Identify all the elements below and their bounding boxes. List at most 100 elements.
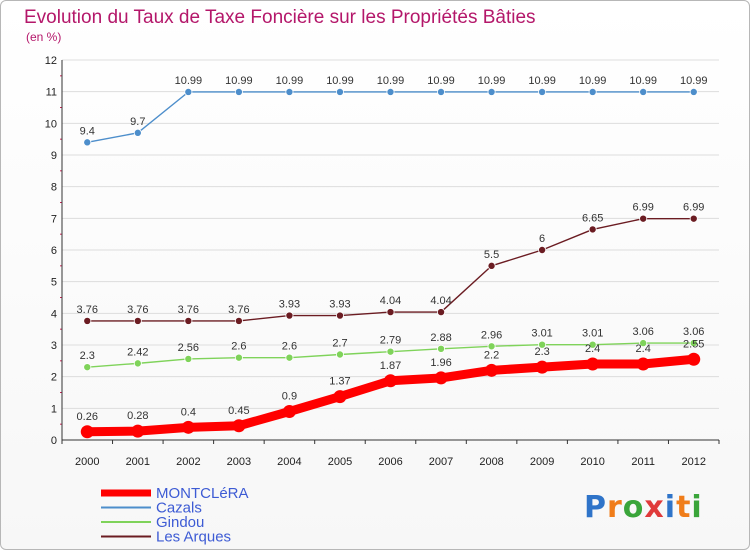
data-label: 0.28 (127, 410, 148, 422)
data-point (285, 87, 294, 96)
data-point (639, 87, 648, 96)
data-point (588, 225, 597, 234)
data-label: 2.4 (636, 343, 651, 355)
series-Cazals: 9.4 9.7 10.99 10.99 10.99 10.99 10.99 10.99 10.9… (80, 75, 707, 147)
data-label: 2.79 (380, 335, 401, 347)
legend-label: Cazals (156, 500, 202, 517)
logo-letter: x (644, 490, 665, 525)
data-point (234, 316, 243, 325)
legend-item: Gindou (101, 514, 204, 531)
x-tick-label: 2003 (227, 456, 251, 468)
data-label: 1.37 (329, 376, 350, 388)
data-label: 10.99 (276, 75, 304, 87)
legend-label: MONTCLéRA (156, 485, 249, 502)
data-point (487, 342, 496, 351)
data-point (285, 311, 294, 320)
series-Gindou: 2.3 2.42 2.56 2.6 2.6 2.7 2.79 2.88 2.96 3.01 3.01… (80, 326, 704, 372)
data-point (232, 419, 246, 433)
y-tick-label: 11 (46, 87, 57, 99)
data-label: 3.93 (279, 299, 300, 311)
x-tick-label: 2007 (429, 456, 453, 468)
data-point (639, 339, 648, 348)
legend-item: Cazals (101, 500, 202, 517)
data-point (538, 87, 547, 96)
y-tick-label: 9 (51, 150, 57, 162)
x-tick-label: 2001 (126, 456, 150, 468)
data-point (485, 363, 499, 377)
data-point (335, 311, 344, 320)
data-label: 9.7 (130, 116, 145, 128)
x-tick-label: 2000 (75, 456, 99, 468)
data-label: 2.96 (481, 329, 502, 341)
data-point (184, 87, 193, 96)
data-label: 0.45 (228, 405, 249, 417)
data-point (588, 340, 597, 349)
proxiti-logo: Proxiti (584, 490, 703, 525)
data-point (437, 344, 446, 353)
data-label: 3.06 (632, 326, 653, 338)
data-point (434, 371, 448, 385)
x-tick-label: 2006 (378, 456, 402, 468)
data-point (282, 405, 296, 418)
data-point (80, 425, 94, 439)
data-point (689, 87, 698, 96)
data-label: 2.3 (80, 350, 95, 362)
chart-subtitle: (en %) (26, 30, 61, 44)
data-label: 10.99 (427, 75, 455, 87)
data-point (133, 316, 142, 325)
data-point (184, 316, 193, 325)
data-point (538, 245, 547, 254)
logo-letter: o (622, 490, 645, 525)
series-line (86, 91, 695, 144)
data-label: 3.06 (683, 326, 704, 338)
data-point (131, 424, 145, 438)
data-point (285, 353, 294, 362)
data-point (83, 316, 92, 325)
legend-item: MONTCLéRA (101, 485, 249, 502)
data-point (133, 359, 142, 368)
x-tick-label: 2005 (328, 456, 352, 468)
data-point (133, 128, 142, 137)
data-point (689, 339, 698, 348)
logo-letter: P (584, 490, 607, 525)
y-tick-label: 4 (51, 308, 57, 320)
data-label: 10.99 (225, 75, 253, 87)
data-label: 10.99 (326, 75, 354, 87)
data-point (184, 354, 193, 363)
data-label: 2.42 (127, 346, 148, 358)
y-tick-label: 12 (45, 55, 57, 67)
data-point (335, 350, 344, 359)
data-point (335, 87, 344, 96)
series-MONTCLéRA: 0.26 0.28 0.4 0.450.91.371.87 1.962.2 2.3 2.4 2… (77, 338, 704, 439)
logo-letter: i (664, 490, 677, 525)
data-point (636, 357, 650, 371)
y-tick-label: 8 (51, 182, 57, 194)
y-tick-label: 10 (45, 118, 57, 130)
data-point (181, 420, 195, 434)
data-point (234, 87, 243, 96)
data-point (386, 347, 395, 356)
data-label: 6.65 (582, 212, 603, 224)
data-point (333, 390, 347, 404)
x-tick-label: 2011 (631, 456, 655, 468)
data-point (586, 357, 600, 371)
logo-letter: r (607, 490, 623, 525)
data-label: 2.7 (332, 338, 347, 350)
y-tick-label: 3 (51, 340, 57, 352)
data-point (437, 87, 446, 96)
data-label: 2.88 (430, 332, 451, 344)
data-label: 10.99 (528, 75, 556, 87)
x-tick-label: 2008 (479, 456, 503, 468)
data-point (639, 214, 648, 223)
data-label: 3.76 (228, 304, 249, 316)
data-point (384, 374, 397, 388)
data-label: 4.04 (430, 295, 451, 307)
data-label: 10.99 (175, 75, 203, 87)
data-label: 4.04 (380, 295, 401, 307)
data-point (83, 363, 92, 372)
data-label: 3.76 (127, 304, 148, 316)
x-tick-label: 2009 (530, 456, 554, 468)
data-label: 2.55 (683, 338, 704, 350)
